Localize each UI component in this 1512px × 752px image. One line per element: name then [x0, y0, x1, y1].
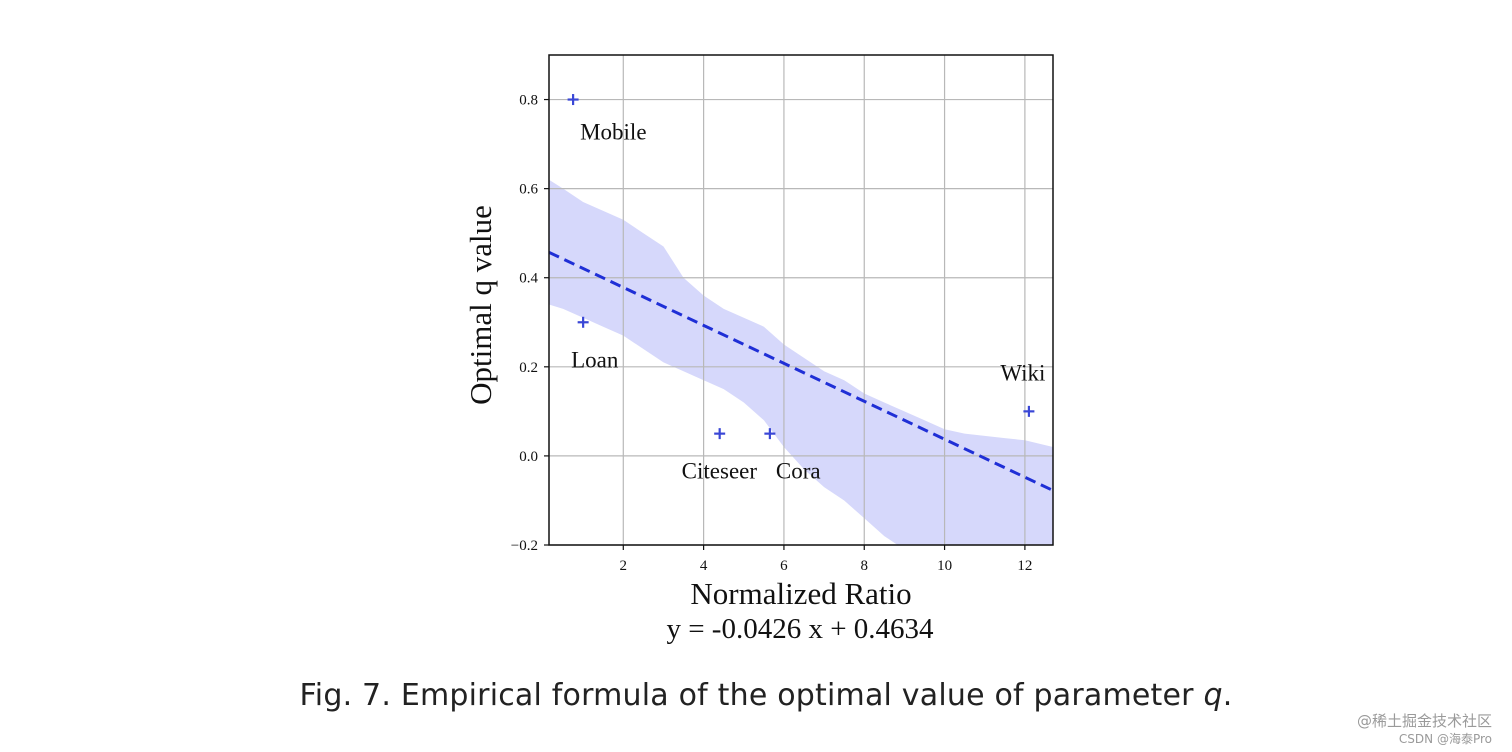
- x-tick-label: 2: [620, 558, 628, 574]
- watermark-csdn: CSDN @海泰Pro: [1398, 732, 1492, 746]
- confidence-band: [549, 179, 1053, 545]
- x-axis-title: Normalized Ratio: [690, 576, 911, 611]
- y-tick-label: 0.6: [519, 182, 538, 198]
- point-label-mobile: Mobile: [580, 120, 646, 145]
- point-label-wiki: Wiki: [1000, 360, 1045, 385]
- data-point-loan: [577, 316, 589, 328]
- data-point-mobile: [567, 94, 579, 106]
- x-tick-label: 8: [861, 558, 869, 574]
- x-tick-label: 10: [937, 558, 952, 574]
- point-label-citeseer: Citeseer: [682, 459, 758, 484]
- y-tick-label: 0.0: [519, 449, 538, 465]
- y-axis-title: Optimal q value: [463, 205, 498, 405]
- data-point-cora: [764, 428, 776, 440]
- y-tick-label: 0.4: [519, 271, 538, 287]
- data-point-wiki: [1023, 405, 1035, 417]
- caption-prefix: Fig. 7. Empirical formula of the optimal…: [299, 678, 1204, 713]
- y-tick-label: 0.8: [519, 93, 538, 109]
- regression-line: [549, 250, 1053, 492]
- figure-caption: Fig. 7. Empirical formula of the optimal…: [0, 678, 1512, 713]
- caption-variable: q: [1203, 678, 1223, 713]
- x-tick-label: 6: [780, 558, 788, 574]
- x-tick-label: 12: [1017, 558, 1032, 574]
- point-label-loan: Loan: [571, 347, 619, 372]
- data-point-citeseer: [714, 428, 726, 440]
- y-tick-label: 0.2: [519, 360, 538, 376]
- point-label-cora: Cora: [776, 459, 821, 484]
- x-tick-label: 4: [700, 558, 708, 574]
- caption-suffix: .: [1222, 678, 1233, 713]
- y-tick-label: −0.2: [511, 538, 538, 554]
- regression-formula: y = -0.0426 x + 0.4634: [666, 613, 934, 645]
- watermark-juejin: @稀土掘金技术社区: [1356, 712, 1492, 730]
- plot-frame: [548, 54, 1054, 546]
